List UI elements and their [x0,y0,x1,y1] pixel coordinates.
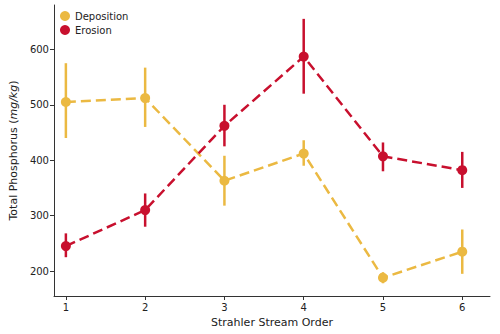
svg-text:6: 6 [459,302,465,313]
svg-text:Strahler Stream Order: Strahler Stream Order [211,316,333,329]
svg-text:500: 500 [30,99,49,110]
svg-text:): ) [7,80,20,84]
svg-text:5: 5 [380,302,386,313]
svg-text:Total Phosphorus (: Total Phosphorus ( [7,120,20,222]
svg-text:2: 2 [142,302,148,313]
svg-text:200: 200 [30,266,49,277]
svg-text:4: 4 [301,302,307,313]
svg-text:3: 3 [221,302,227,313]
svg-text:300: 300 [30,210,49,221]
svg-text:Erosion: Erosion [75,25,112,36]
svg-text:400: 400 [30,155,49,166]
svg-text:mg/kg: mg/kg [7,85,20,120]
svg-text:1: 1 [63,302,69,313]
svg-text:Deposition: Deposition [75,11,128,22]
svg-text:600: 600 [30,44,49,55]
